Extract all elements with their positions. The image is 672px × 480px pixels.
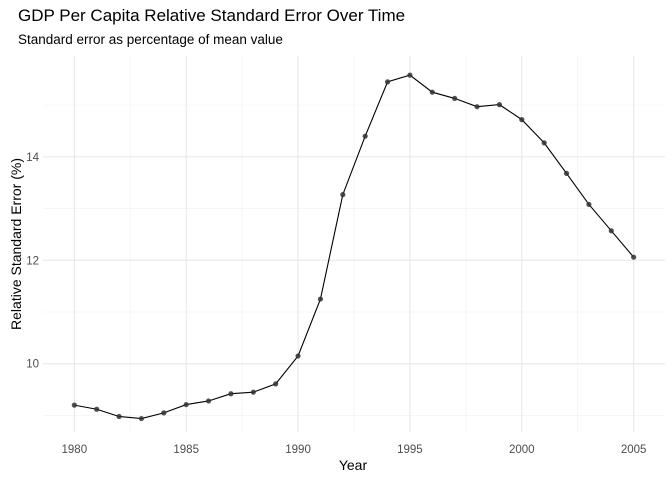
y-tick-label: 10 (26, 359, 39, 371)
data-point (608, 228, 614, 234)
data-point (519, 117, 525, 123)
data-point (407, 72, 413, 78)
x-tick-label: 1980 (62, 444, 88, 456)
y-tick-label: 12 (26, 255, 39, 267)
data-point (205, 398, 212, 404)
x-tick-label: 2000 (509, 444, 535, 456)
y-tick-label: 14 (26, 152, 39, 164)
data-point (273, 381, 279, 387)
x-axis-title: Year (339, 457, 368, 473)
data-point (563, 170, 570, 177)
data-point (429, 89, 435, 95)
x-tick-label: 2005 (621, 444, 647, 456)
x-tick-label: 1995 (397, 444, 423, 456)
data-point (586, 201, 592, 208)
chart-title: GDP Per Capita Relative Standard Error O… (18, 6, 406, 25)
data-point (384, 79, 391, 85)
y-axis-title: Relative Standard Error (%) (8, 158, 24, 330)
x-tick-label: 1990 (285, 444, 311, 456)
data-point (474, 104, 480, 110)
minor-gridlines (43, 56, 665, 432)
data-point (250, 389, 256, 395)
data-point (452, 95, 458, 102)
tick-labels: 1980 1985 1990 1995 2000 2005 10 12 14 (26, 152, 646, 456)
data-point (161, 410, 167, 416)
data-point (631, 254, 637, 260)
data-point (116, 413, 122, 420)
data-point (541, 140, 547, 146)
data-point (138, 415, 145, 422)
data-point (183, 401, 189, 408)
chart-subtitle: Standard error as percentage of mean val… (18, 32, 283, 47)
series-line (74, 74, 635, 420)
x-tick-label: 1985 (173, 444, 199, 456)
data-point (295, 353, 301, 359)
series-layer (71, 72, 637, 422)
data-point (228, 391, 234, 397)
data-point (71, 402, 77, 408)
data-point (94, 406, 100, 412)
data-point (496, 102, 503, 108)
data-point (340, 192, 346, 198)
data-point (362, 133, 368, 139)
data-point (317, 296, 324, 302)
